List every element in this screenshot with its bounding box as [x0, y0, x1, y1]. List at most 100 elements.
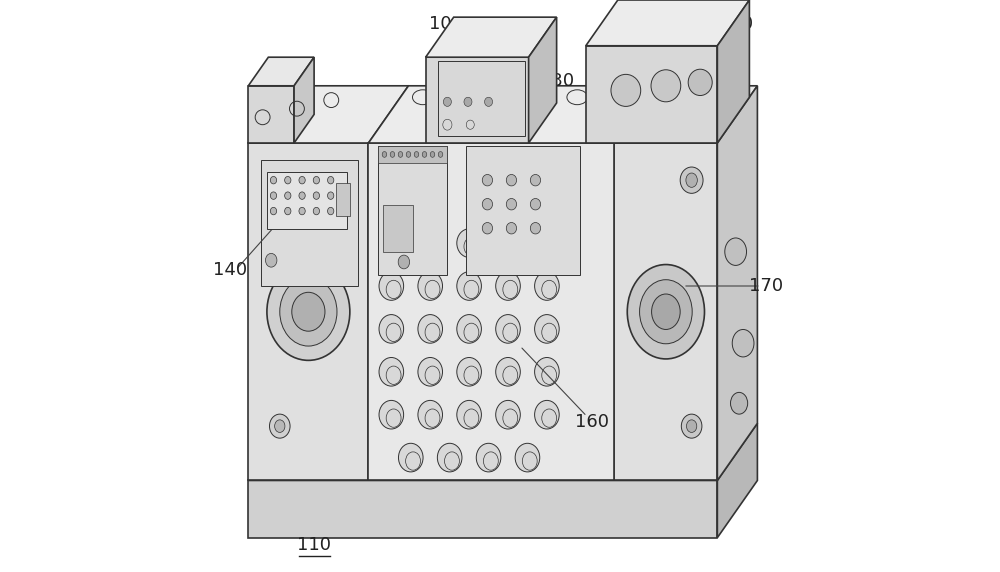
Ellipse shape: [535, 400, 559, 429]
Ellipse shape: [313, 192, 320, 200]
Ellipse shape: [457, 272, 481, 300]
Ellipse shape: [430, 152, 435, 157]
Ellipse shape: [379, 272, 404, 300]
Polygon shape: [717, 0, 749, 143]
Ellipse shape: [506, 198, 517, 210]
Bar: [438, 61, 525, 136]
Ellipse shape: [438, 152, 443, 157]
Polygon shape: [248, 480, 717, 538]
Ellipse shape: [515, 443, 540, 472]
Ellipse shape: [496, 358, 520, 386]
Ellipse shape: [379, 358, 404, 386]
Ellipse shape: [443, 97, 451, 106]
Ellipse shape: [688, 69, 712, 96]
Ellipse shape: [681, 414, 702, 438]
Ellipse shape: [299, 176, 305, 184]
Ellipse shape: [398, 152, 403, 157]
Ellipse shape: [725, 238, 747, 265]
Polygon shape: [717, 86, 757, 480]
Ellipse shape: [280, 277, 337, 346]
Ellipse shape: [328, 192, 334, 200]
Ellipse shape: [273, 172, 286, 188]
Ellipse shape: [496, 229, 520, 257]
Ellipse shape: [275, 420, 285, 432]
Polygon shape: [614, 143, 717, 480]
Ellipse shape: [285, 176, 291, 184]
Polygon shape: [248, 86, 294, 143]
Ellipse shape: [476, 443, 501, 472]
Ellipse shape: [457, 400, 481, 429]
Ellipse shape: [398, 443, 423, 472]
Ellipse shape: [390, 152, 395, 157]
Ellipse shape: [640, 280, 692, 344]
Ellipse shape: [418, 400, 443, 429]
Ellipse shape: [328, 176, 334, 184]
Text: 160: 160: [575, 413, 609, 431]
Ellipse shape: [482, 198, 493, 210]
Polygon shape: [586, 46, 717, 143]
Bar: [466, 146, 580, 275]
Ellipse shape: [292, 292, 325, 331]
Ellipse shape: [414, 152, 419, 157]
Ellipse shape: [686, 420, 697, 432]
Polygon shape: [717, 423, 757, 538]
Ellipse shape: [270, 192, 277, 200]
Ellipse shape: [457, 358, 481, 386]
Ellipse shape: [530, 198, 541, 210]
Ellipse shape: [686, 173, 697, 187]
Ellipse shape: [651, 70, 681, 102]
Ellipse shape: [299, 192, 305, 200]
Ellipse shape: [496, 272, 520, 300]
Ellipse shape: [457, 229, 481, 257]
Ellipse shape: [265, 253, 277, 267]
Ellipse shape: [267, 263, 350, 360]
Ellipse shape: [464, 97, 472, 106]
Bar: [383, 205, 413, 252]
Ellipse shape: [496, 400, 520, 429]
Ellipse shape: [530, 223, 541, 234]
Bar: [267, 172, 347, 229]
Ellipse shape: [328, 207, 334, 215]
Ellipse shape: [530, 174, 541, 186]
Ellipse shape: [485, 97, 493, 106]
Polygon shape: [426, 17, 557, 57]
Ellipse shape: [437, 443, 462, 472]
Ellipse shape: [652, 294, 680, 329]
Ellipse shape: [732, 329, 754, 357]
Polygon shape: [248, 423, 757, 480]
Ellipse shape: [418, 272, 443, 300]
Ellipse shape: [506, 223, 517, 234]
Ellipse shape: [285, 192, 291, 200]
Text: 170: 170: [749, 277, 783, 295]
Ellipse shape: [535, 272, 559, 300]
Ellipse shape: [285, 207, 291, 215]
Polygon shape: [614, 86, 757, 143]
Ellipse shape: [506, 174, 517, 186]
Ellipse shape: [496, 315, 520, 343]
Ellipse shape: [535, 229, 559, 257]
Ellipse shape: [299, 207, 305, 215]
Text: 140: 140: [213, 261, 247, 279]
Bar: [336, 183, 350, 216]
Bar: [378, 146, 447, 163]
Ellipse shape: [379, 400, 404, 429]
Ellipse shape: [382, 152, 387, 157]
Ellipse shape: [313, 207, 320, 215]
Bar: [378, 146, 447, 275]
Ellipse shape: [379, 229, 404, 257]
Text: 110: 110: [297, 535, 331, 554]
Ellipse shape: [269, 414, 290, 438]
Ellipse shape: [398, 255, 410, 269]
Ellipse shape: [482, 223, 493, 234]
Text: 10: 10: [429, 15, 451, 33]
Ellipse shape: [418, 315, 443, 343]
Ellipse shape: [535, 358, 559, 386]
Ellipse shape: [482, 174, 493, 186]
Ellipse shape: [535, 315, 559, 343]
Ellipse shape: [680, 167, 703, 193]
Ellipse shape: [268, 166, 292, 194]
Polygon shape: [586, 0, 749, 46]
Ellipse shape: [422, 152, 427, 157]
Bar: [261, 160, 358, 286]
Polygon shape: [248, 143, 368, 480]
